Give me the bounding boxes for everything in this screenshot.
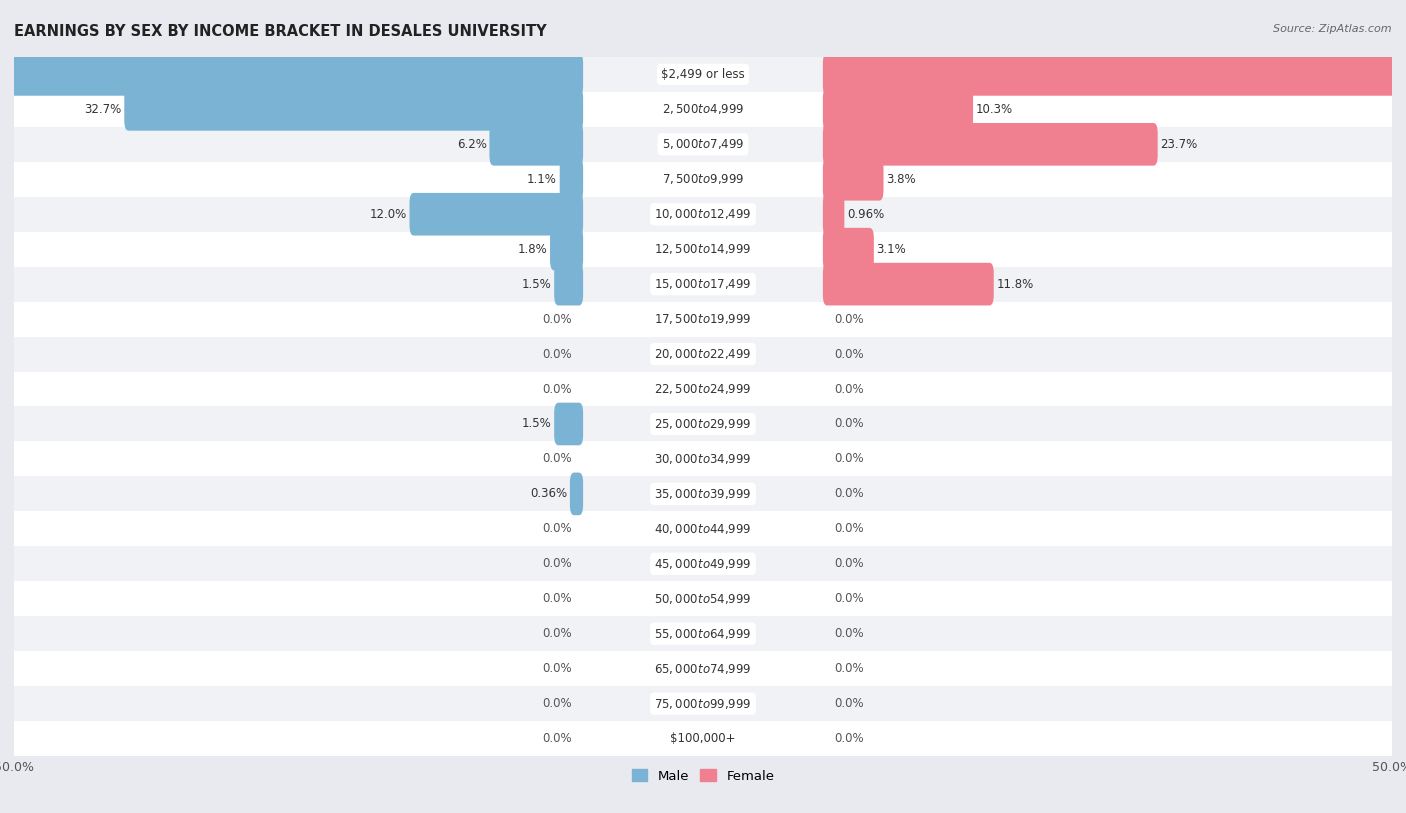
Text: $65,000 to $74,999: $65,000 to $74,999 (654, 662, 752, 676)
Text: $15,000 to $17,499: $15,000 to $17,499 (654, 277, 752, 291)
Text: $12,500 to $14,999: $12,500 to $14,999 (654, 242, 752, 256)
FancyBboxPatch shape (409, 193, 583, 236)
Text: $35,000 to $39,999: $35,000 to $39,999 (654, 487, 752, 501)
FancyBboxPatch shape (554, 402, 583, 446)
FancyBboxPatch shape (14, 162, 1392, 197)
FancyBboxPatch shape (823, 88, 973, 131)
FancyBboxPatch shape (14, 581, 1392, 616)
Text: 1.5%: 1.5% (522, 278, 551, 290)
Text: 0.36%: 0.36% (530, 488, 567, 500)
Text: 3.8%: 3.8% (886, 173, 915, 185)
Text: 0.0%: 0.0% (834, 453, 863, 465)
Text: 0.0%: 0.0% (543, 383, 572, 395)
FancyBboxPatch shape (14, 476, 1392, 511)
Text: 0.0%: 0.0% (834, 383, 863, 395)
Text: 0.0%: 0.0% (834, 418, 863, 430)
Text: 0.0%: 0.0% (543, 453, 572, 465)
Text: 0.96%: 0.96% (848, 208, 884, 220)
FancyBboxPatch shape (14, 441, 1392, 476)
Text: 0.0%: 0.0% (543, 523, 572, 535)
FancyBboxPatch shape (823, 193, 845, 236)
FancyBboxPatch shape (550, 228, 583, 271)
FancyBboxPatch shape (823, 158, 883, 201)
Text: 0.0%: 0.0% (543, 348, 572, 360)
Text: 12.0%: 12.0% (370, 208, 406, 220)
Text: 0.0%: 0.0% (834, 313, 863, 325)
Text: Source: ZipAtlas.com: Source: ZipAtlas.com (1274, 24, 1392, 34)
Text: 0.0%: 0.0% (543, 628, 572, 640)
Text: $20,000 to $22,499: $20,000 to $22,499 (654, 347, 752, 361)
Text: $40,000 to $44,999: $40,000 to $44,999 (654, 522, 752, 536)
FancyBboxPatch shape (124, 88, 583, 131)
Text: 0.0%: 0.0% (543, 593, 572, 605)
FancyBboxPatch shape (14, 302, 1392, 337)
Text: $45,000 to $49,999: $45,000 to $49,999 (654, 557, 752, 571)
FancyBboxPatch shape (14, 127, 1392, 162)
Text: $22,500 to $24,999: $22,500 to $24,999 (654, 382, 752, 396)
Text: $75,000 to $99,999: $75,000 to $99,999 (654, 697, 752, 711)
Text: $5,000 to $7,499: $5,000 to $7,499 (662, 137, 744, 151)
Text: 23.7%: 23.7% (1160, 138, 1198, 150)
Text: 11.8%: 11.8% (997, 278, 1033, 290)
Text: $50,000 to $54,999: $50,000 to $54,999 (654, 592, 752, 606)
FancyBboxPatch shape (554, 263, 583, 306)
FancyBboxPatch shape (14, 232, 1392, 267)
Text: 0.0%: 0.0% (834, 628, 863, 640)
Text: 0.0%: 0.0% (543, 313, 572, 325)
FancyBboxPatch shape (560, 158, 583, 201)
Text: 0.0%: 0.0% (834, 558, 863, 570)
FancyBboxPatch shape (823, 228, 875, 271)
FancyBboxPatch shape (14, 511, 1392, 546)
FancyBboxPatch shape (14, 92, 1392, 127)
FancyBboxPatch shape (14, 337, 1392, 372)
FancyBboxPatch shape (823, 53, 1406, 96)
Text: $2,500 to $4,999: $2,500 to $4,999 (662, 102, 744, 116)
Text: 0.0%: 0.0% (834, 523, 863, 535)
Text: $55,000 to $64,999: $55,000 to $64,999 (654, 627, 752, 641)
FancyBboxPatch shape (14, 197, 1392, 232)
Text: 0.0%: 0.0% (543, 558, 572, 570)
Text: $2,499 or less: $2,499 or less (661, 68, 745, 80)
FancyBboxPatch shape (14, 57, 1392, 92)
Text: $10,000 to $12,499: $10,000 to $12,499 (654, 207, 752, 221)
FancyBboxPatch shape (14, 651, 1392, 686)
Text: 1.1%: 1.1% (527, 173, 557, 185)
Text: 0.0%: 0.0% (834, 348, 863, 360)
Text: 0.0%: 0.0% (834, 663, 863, 675)
FancyBboxPatch shape (14, 372, 1392, 406)
FancyBboxPatch shape (14, 616, 1392, 651)
Text: $17,500 to $19,999: $17,500 to $19,999 (654, 312, 752, 326)
Text: EARNINGS BY SEX BY INCOME BRACKET IN DESALES UNIVERSITY: EARNINGS BY SEX BY INCOME BRACKET IN DES… (14, 24, 547, 39)
FancyBboxPatch shape (14, 546, 1392, 581)
Text: $30,000 to $34,999: $30,000 to $34,999 (654, 452, 752, 466)
Text: 1.8%: 1.8% (517, 243, 547, 255)
Text: 0.0%: 0.0% (543, 733, 572, 745)
Text: 3.1%: 3.1% (876, 243, 907, 255)
FancyBboxPatch shape (14, 721, 1392, 756)
Text: $100,000+: $100,000+ (671, 733, 735, 745)
FancyBboxPatch shape (14, 406, 1392, 441)
Text: 0.0%: 0.0% (543, 663, 572, 675)
FancyBboxPatch shape (14, 686, 1392, 721)
Text: 32.7%: 32.7% (84, 103, 121, 115)
FancyBboxPatch shape (0, 53, 583, 96)
FancyBboxPatch shape (569, 472, 583, 515)
Legend: Male, Female: Male, Female (626, 764, 780, 788)
FancyBboxPatch shape (489, 123, 583, 166)
Text: 0.0%: 0.0% (834, 698, 863, 710)
FancyBboxPatch shape (823, 263, 994, 306)
Text: 6.2%: 6.2% (457, 138, 486, 150)
Text: $25,000 to $29,999: $25,000 to $29,999 (654, 417, 752, 431)
FancyBboxPatch shape (823, 123, 1157, 166)
FancyBboxPatch shape (14, 267, 1392, 302)
Text: 0.0%: 0.0% (834, 593, 863, 605)
Text: 10.3%: 10.3% (976, 103, 1012, 115)
Text: 0.0%: 0.0% (543, 698, 572, 710)
Text: 1.5%: 1.5% (522, 418, 551, 430)
Text: 0.0%: 0.0% (834, 733, 863, 745)
Text: 0.0%: 0.0% (834, 488, 863, 500)
Text: $7,500 to $9,999: $7,500 to $9,999 (662, 172, 744, 186)
